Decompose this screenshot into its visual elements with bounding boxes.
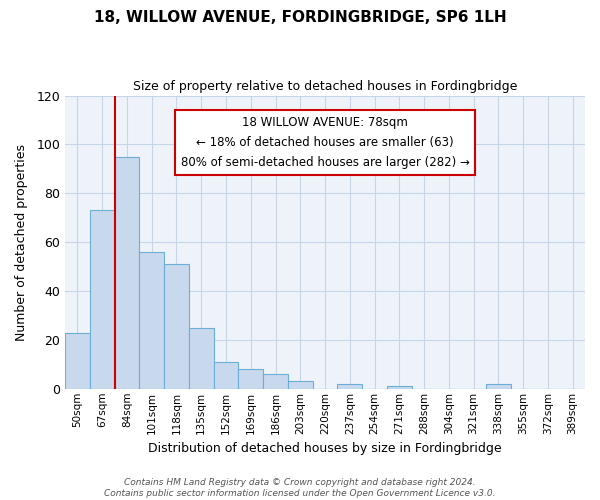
Title: Size of property relative to detached houses in Fordingbridge: Size of property relative to detached ho… [133, 80, 517, 93]
Bar [387, 386, 412, 389]
Text: 18 WILLOW AVENUE: 78sqm
← 18% of detached houses are smaller (63)
80% of semi-de: 18 WILLOW AVENUE: 78sqm ← 18% of detache… [181, 116, 469, 169]
Bar [238, 369, 263, 389]
Bar [65, 332, 90, 389]
Bar [189, 328, 214, 389]
Bar [139, 252, 164, 389]
X-axis label: Distribution of detached houses by size in Fordingbridge: Distribution of detached houses by size … [148, 442, 502, 455]
Bar [337, 384, 362, 389]
Text: 18, WILLOW AVENUE, FORDINGBRIDGE, SP6 1LH: 18, WILLOW AVENUE, FORDINGBRIDGE, SP6 1L… [94, 10, 506, 25]
Bar [486, 384, 511, 389]
Bar [288, 382, 313, 389]
Bar [90, 210, 115, 389]
Bar [164, 264, 189, 389]
Text: Contains HM Land Registry data © Crown copyright and database right 2024.
Contai: Contains HM Land Registry data © Crown c… [104, 478, 496, 498]
Bar [214, 362, 238, 389]
Bar [263, 374, 288, 389]
Bar [115, 156, 139, 389]
Y-axis label: Number of detached properties: Number of detached properties [15, 144, 28, 340]
